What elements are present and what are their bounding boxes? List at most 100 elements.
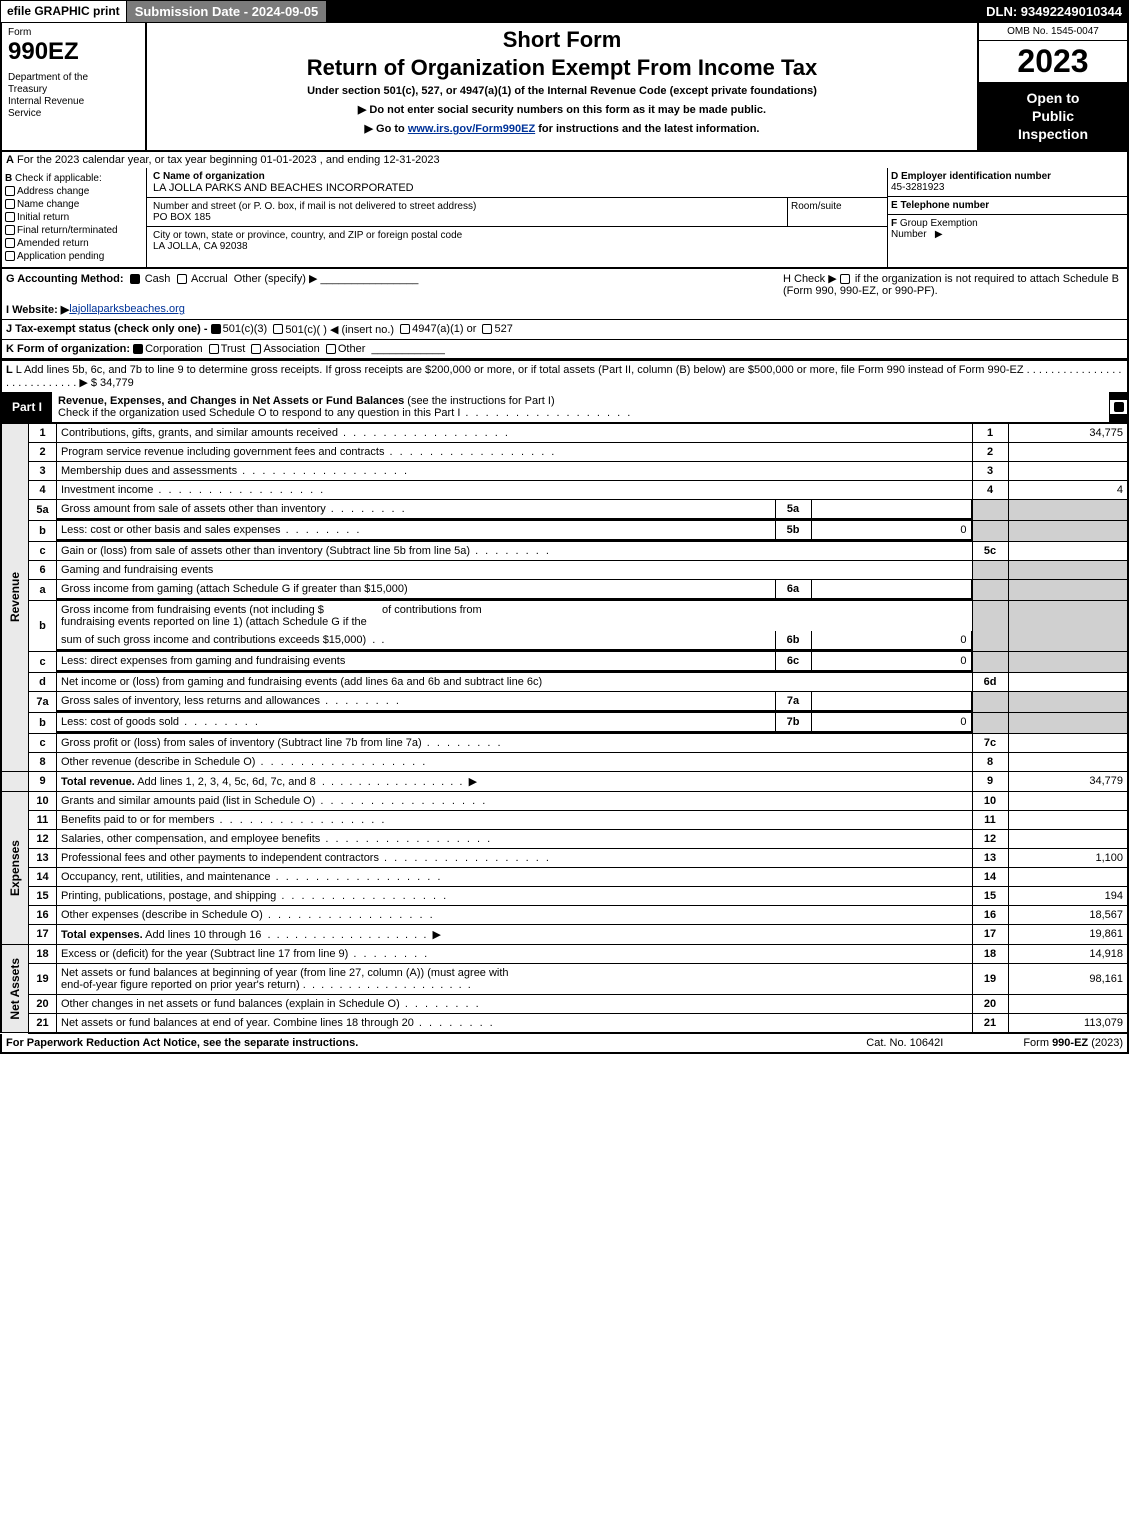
section-b-checkboxes: B Check if applicable: Address change Na…	[2, 168, 147, 267]
checkbox-initial-return[interactable]	[5, 212, 15, 222]
org-info-grid: B Check if applicable: Address change Na…	[0, 168, 1129, 269]
org-city: LA JOLLA, CA 92038	[153, 241, 248, 252]
line-6c-value: 0	[811, 652, 971, 671]
paperwork-notice: For Paperwork Reduction Act Notice, see …	[6, 1037, 358, 1049]
line-9-value: 34,779	[1008, 771, 1128, 791]
line-15-value: 194	[1008, 886, 1128, 905]
label-website: I Website: ▶	[6, 303, 69, 316]
short-form-title: Short Form	[151, 27, 973, 53]
line-1-value: 34,775	[1008, 424, 1128, 443]
checkbox-schedule-b[interactable]	[840, 274, 850, 284]
label-tax-exempt: J Tax-exempt status (check only one) -	[6, 323, 208, 335]
checkbox-accrual[interactable]	[177, 274, 187, 284]
line-16-value: 18,567	[1008, 905, 1128, 924]
public-inspection-badge: Open toPublicInspection	[979, 83, 1127, 150]
line-8-desc: Other revenue (describe in Schedule O)	[57, 752, 973, 771]
checkbox-final-return[interactable]	[5, 225, 15, 235]
checkbox-527[interactable]	[482, 324, 492, 334]
checkbox-cash[interactable]	[130, 274, 140, 284]
line-21-value: 113,079	[1008, 1013, 1128, 1033]
checkbox-application-pending[interactable]	[5, 251, 15, 261]
label-h: H Check ▶	[783, 273, 837, 285]
checkbox-4947a1[interactable]	[400, 324, 410, 334]
checkbox-501c[interactable]	[273, 324, 283, 334]
efile-print-button[interactable]: efile GRAPHIC print	[1, 1, 127, 22]
checkbox-amended-return[interactable]	[5, 238, 15, 248]
omb-number: OMB No. 1545-0047	[979, 23, 1127, 41]
form-header: Form 990EZ Department of theTreasuryInte…	[0, 23, 1129, 152]
checkbox-other-org[interactable]	[326, 344, 336, 354]
label-group-exemption: F	[891, 218, 897, 229]
line-6-desc: Gaming and fundraising events	[57, 560, 973, 579]
form-version: Form 990-EZ (2023)	[1023, 1037, 1123, 1049]
form-label: Form	[8, 27, 139, 38]
gross-receipts-value: ▶ $ 34,779	[79, 377, 133, 389]
tax-year: 2023	[979, 41, 1127, 83]
line-4-desc: Investment income	[57, 480, 973, 499]
dln: DLN: 93492249010344	[980, 1, 1128, 22]
line-16-desc: Other expenses (describe in Schedule O)	[57, 905, 973, 924]
section-a-tax-year: A For the 2023 calendar year, or tax yea…	[0, 152, 1129, 168]
section-l: L L Add lines 5b, 6c, and 7b to line 9 t…	[0, 360, 1129, 392]
line-3-desc: Membership dues and assessments	[57, 461, 973, 480]
line-5b-value: 0	[811, 521, 971, 540]
checkbox-association[interactable]	[251, 344, 261, 354]
instruction-line-1: Do not enter social security numbers on …	[151, 103, 973, 116]
line-18-value: 14,918	[1008, 944, 1128, 963]
line-13-value: 1,100	[1008, 848, 1128, 867]
submission-date: Submission Date - 2024-09-05	[127, 1, 328, 22]
line-9-desc: Total revenue. Add lines 1, 2, 3, 4, 5c,…	[57, 771, 973, 791]
vert-label-netassets: Net Assets	[6, 950, 24, 1028]
line-14-desc: Occupancy, rent, utilities, and maintena…	[57, 867, 973, 886]
line-19-value: 98,161	[1008, 963, 1128, 994]
line-13-desc: Professional fees and other payments to …	[57, 848, 973, 867]
ein: 45-3281923	[891, 182, 944, 193]
label-accounting-method: G Accounting Method:	[6, 273, 124, 285]
label-room-suite: Room/suite	[787, 198, 887, 227]
website-link[interactable]: lajollaparksbeaches.org	[69, 303, 185, 315]
part-1-header: Part I Revenue, Expenses, and Changes in…	[0, 392, 1129, 424]
line-21-desc: Net assets or fund balances at end of ye…	[57, 1013, 973, 1033]
instruction-line-2: ▶ Go to www.irs.gov/Form990EZ for instru…	[151, 122, 973, 135]
page-footer: For Paperwork Reduction Act Notice, see …	[0, 1034, 1129, 1054]
vert-label-revenue: Revenue	[6, 564, 24, 630]
org-name: LA JOLLA PARKS AND BEACHES INCORPORATED	[153, 182, 414, 194]
checkbox-schedule-o-part1[interactable]	[1114, 402, 1124, 412]
return-title: Return of Organization Exempt From Incom…	[151, 55, 973, 81]
line-6b-value: 0	[811, 631, 971, 650]
line-11-desc: Benefits paid to or for members	[57, 810, 973, 829]
top-bar: efile GRAPHIC print Submission Date - 20…	[0, 0, 1129, 23]
label-ein: D Employer identification number	[891, 171, 1051, 182]
line-10-desc: Grants and similar amounts paid (list in…	[57, 791, 973, 810]
checkbox-corporation[interactable]	[133, 344, 143, 354]
line-6d-desc: Net income or (loss) from gaming and fun…	[57, 672, 973, 691]
line-17-desc: Total expenses. Add lines 10 through 16 …	[57, 924, 973, 944]
label-form-org: K Form of organization:	[6, 343, 130, 355]
form-number: 990EZ	[8, 38, 139, 66]
line-18-desc: Excess or (deficit) for the year (Subtra…	[57, 944, 973, 963]
line-4-value: 4	[1008, 480, 1128, 499]
label-city: City or town, state or province, country…	[153, 230, 462, 241]
line-5c-desc: Gain or (loss) from sale of assets other…	[57, 541, 973, 560]
line-17-value: 19,861	[1008, 924, 1128, 944]
checkbox-trust[interactable]	[209, 344, 219, 354]
line-15-desc: Printing, publications, postage, and shi…	[57, 886, 973, 905]
org-street: PO BOX 185	[153, 212, 211, 223]
checkbox-501c3[interactable]	[211, 324, 221, 334]
checkbox-name-change[interactable]	[5, 199, 15, 209]
catalog-number: Cat. No. 10642I	[866, 1037, 943, 1049]
line-19-desc: Net assets or fund balances at beginning…	[57, 963, 973, 994]
label-street: Number and street (or P. O. box, if mail…	[153, 201, 476, 212]
label-telephone: E Telephone number	[891, 200, 989, 211]
line-2-desc: Program service revenue including govern…	[57, 442, 973, 461]
part-1-table: Revenue 1Contributions, gifts, grants, a…	[0, 424, 1129, 1034]
irs-link[interactable]: www.irs.gov/Form990EZ	[408, 123, 535, 135]
line-20-desc: Other changes in net assets or fund bala…	[57, 994, 973, 1013]
line-7c-desc: Gross profit or (loss) from sales of inv…	[57, 733, 973, 752]
vert-label-expenses: Expenses	[6, 832, 24, 904]
checkbox-address-change[interactable]	[5, 186, 15, 196]
line-12-desc: Salaries, other compensation, and employ…	[57, 829, 973, 848]
department-text: Department of theTreasuryInternal Revenu…	[8, 72, 139, 120]
line-1-desc: Contributions, gifts, grants, and simila…	[57, 424, 973, 443]
line-7b-value: 0	[811, 713, 971, 732]
